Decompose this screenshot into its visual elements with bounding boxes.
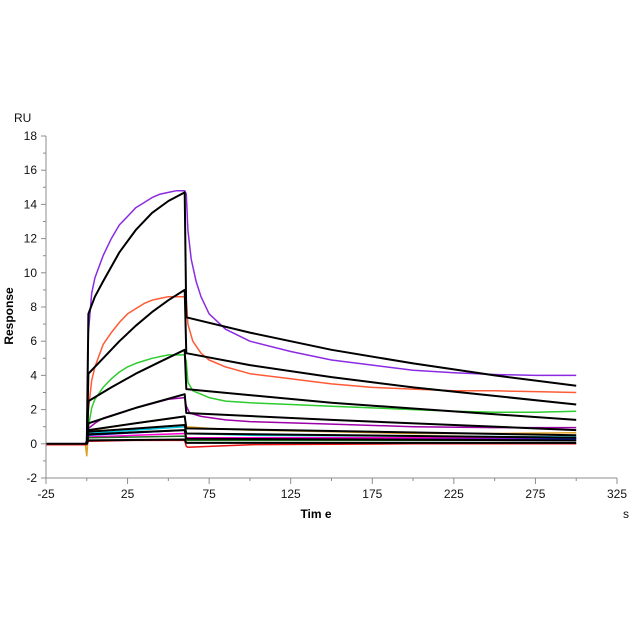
x-tick-label: 325: [607, 487, 627, 501]
fit-curve-fit-1: [85, 191, 577, 444]
y-tick-label: 6: [30, 334, 37, 348]
x-tick-label: -25: [37, 487, 55, 501]
y-tick-label: 2: [30, 403, 37, 417]
y-tick-label: -2: [26, 471, 37, 485]
x-axis-title: Tim e: [300, 507, 331, 521]
data-curve-red-orange: [46, 295, 577, 445]
axes: -2 0 2 4 6 8 10 12 14 16 18 -25 25 75 125 175 225 275 325: [24, 129, 628, 501]
x-tick-label: 125: [281, 487, 301, 501]
x-unit-label: s: [623, 507, 629, 521]
y-tick-label: 8: [30, 300, 37, 314]
y-tick-label: 12: [24, 232, 38, 246]
fit-curve-fit-4: [85, 393, 577, 444]
y-tick-label: 10: [24, 266, 38, 280]
data-curve-purple: [46, 189, 577, 445]
fit-curve-fit-8: [46, 438, 577, 445]
data-curve-green: [46, 354, 577, 445]
x-tick-label: 275: [525, 487, 545, 501]
fit-curve-fit-7: [85, 429, 577, 444]
x-tick-label: 225: [444, 487, 464, 501]
y-tick-label: 18: [24, 129, 38, 143]
series-layer: [46, 189, 577, 457]
y-tick-label: 16: [24, 163, 38, 177]
y-axis-title: Response: [2, 287, 16, 345]
x-tick-label: 175: [362, 487, 382, 501]
x-tick-label: 25: [121, 487, 135, 501]
y-tick-label: 14: [24, 197, 38, 211]
y-tick-label: 4: [30, 368, 37, 382]
fit-curve-fit-2: [85, 288, 577, 444]
x-tick-label: 75: [202, 487, 216, 501]
y-tick-label: 0: [30, 437, 37, 451]
fit-curve-fit-3: [85, 348, 577, 444]
y-unit-label: RU: [14, 111, 31, 125]
